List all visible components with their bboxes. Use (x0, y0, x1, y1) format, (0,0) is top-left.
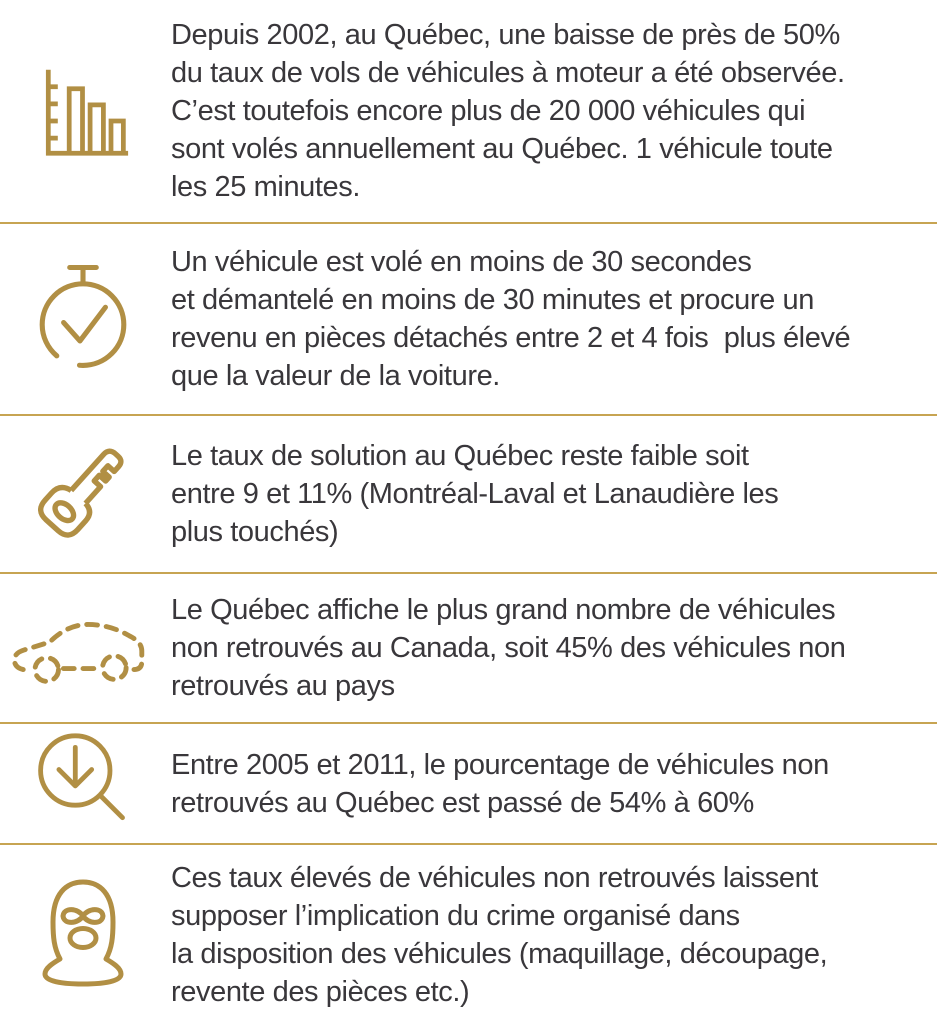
fact-line: entre 9 et 11% (Montréal-Laval et Lanaud… (171, 478, 779, 510)
fact-text: Un véhicule est volé en moins de 30 seco… (165, 243, 937, 395)
fact-line: Ces taux élevés de véhicules non retrouv… (171, 861, 818, 894)
declining-bar-chart-icon (45, 69, 129, 156)
dashed-car-icon (11, 622, 144, 684)
fact-line: la disposition des véhicules (maquillage… (171, 937, 828, 970)
fact-line: du taux de vols de véhicules à moteur a … (171, 57, 845, 89)
fact-line: sont volés annuellement au Québec. 1 véh… (171, 133, 833, 165)
fact-line: revente des pièces etc.) (171, 975, 470, 1008)
balaclava-icon (42, 879, 123, 986)
fact-line: Depuis 2002, au Québec, une baisse de pr… (171, 19, 840, 51)
icon-cell (0, 260, 165, 378)
fact-line: revenu en pièces détachés entre 2 et 4 f… (171, 322, 851, 354)
fact-line: retrouvés au Québec est passé de 54% à 6… (171, 786, 754, 819)
fact-text: Entre 2005 et 2011, le pourcentage de vé… (165, 746, 937, 822)
fact-line: que la valeur de la voiture. (171, 360, 500, 392)
fact-section-theft-speed: Un véhicule est volé en moins de 30 seco… (0, 222, 937, 414)
fact-section-organized-crime: Ces taux élevés de véhicules non retrouv… (0, 843, 937, 1024)
fact-line: supposer l’implication du crime organisé… (171, 899, 740, 932)
fact-line: plus touchés) (171, 516, 339, 548)
fact-line: Le Québec affiche le plus grand nombre d… (171, 594, 836, 626)
icon-cell (0, 435, 165, 553)
fact-line: les 25 minutes. (171, 171, 361, 203)
stopwatch-check-icon (39, 264, 126, 368)
fact-section-unrecovered-trend: Entre 2005 et 2011, le pourcentage de vé… (0, 722, 937, 843)
fact-line: Entre 2005 et 2011, le pourcentage de vé… (171, 748, 829, 781)
fact-section-solution-rate: Le taux de solution au Québec reste faib… (0, 414, 937, 572)
icon-cell (0, 728, 165, 839)
fact-line: et démantelé en moins de 30 minutes et p… (171, 284, 814, 316)
fact-line: Un véhicule est volé en moins de 30 seco… (171, 246, 752, 278)
fact-text: Depuis 2002, au Québec, une baisse de pr… (165, 16, 937, 206)
icon-cell (0, 64, 165, 159)
fact-section-unrecovered-canada: Le Québec affiche le plus grand nombre d… (0, 572, 937, 722)
car-key-icon (37, 448, 124, 538)
fact-line: non retrouvés au Canada, soit 45% des vé… (171, 632, 846, 664)
fact-text: Ces taux élevés de véhicules non retrouv… (165, 859, 937, 1011)
icon-cell (0, 875, 165, 995)
fact-line: Le taux de solution au Québec reste faib… (171, 440, 749, 472)
fact-line: retrouvés au pays (171, 670, 395, 702)
magnifier-down-arrow-icon (37, 733, 125, 821)
fact-text: Le Québec affiche le plus grand nombre d… (165, 591, 937, 705)
icon-cell (0, 599, 165, 697)
fact-text: Le taux de solution au Québec reste faib… (165, 437, 937, 551)
fact-line: C’est toutefois encore plus de 20 000 vé… (171, 95, 806, 127)
fact-section-theft-decline: Depuis 2002, au Québec, une baisse de pr… (0, 0, 937, 222)
